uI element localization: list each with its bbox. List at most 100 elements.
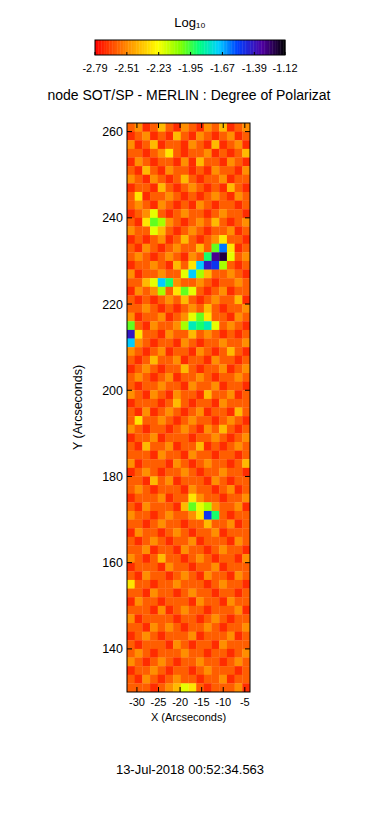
cell	[212, 614, 220, 623]
cell	[204, 563, 212, 572]
cell	[142, 589, 150, 598]
cell	[196, 218, 204, 227]
cell	[212, 356, 220, 365]
cell	[173, 666, 181, 675]
cell	[196, 649, 204, 658]
cell	[235, 339, 243, 348]
cell	[135, 382, 143, 391]
cell	[142, 175, 150, 184]
y-tick	[245, 562, 250, 563]
cell	[235, 597, 243, 606]
cell	[219, 347, 227, 356]
cell	[127, 390, 135, 399]
cell	[227, 597, 235, 606]
cell	[227, 321, 235, 330]
cell	[242, 632, 250, 641]
cell	[204, 201, 212, 210]
cell	[189, 528, 197, 537]
cell	[227, 140, 235, 149]
cell	[242, 166, 250, 175]
cell	[235, 683, 243, 692]
cell	[219, 433, 227, 442]
cell	[135, 235, 143, 244]
cell	[219, 511, 227, 520]
cell	[235, 278, 243, 287]
cell	[173, 606, 181, 615]
cell	[212, 252, 220, 261]
cell	[196, 373, 204, 382]
cell	[212, 244, 220, 253]
cell	[135, 209, 143, 218]
cell	[212, 485, 220, 494]
cell	[242, 261, 250, 270]
cell	[242, 304, 250, 313]
cell	[165, 244, 173, 253]
chart: Log₁₀-2.79-2.51-2.23-1.95-1.67-1.39-1.12…	[0, 0, 378, 816]
cell	[127, 364, 135, 373]
cell	[227, 390, 235, 399]
cell	[212, 183, 220, 192]
cell	[158, 123, 166, 132]
cell	[181, 244, 189, 253]
cell	[127, 132, 135, 141]
cell	[189, 666, 197, 675]
cell	[165, 511, 173, 520]
cell	[212, 140, 220, 149]
cell	[165, 252, 173, 261]
cell	[189, 218, 197, 227]
cell	[204, 270, 212, 279]
cell	[127, 399, 135, 408]
cell	[127, 166, 135, 175]
cell	[142, 192, 150, 201]
cell	[173, 235, 181, 244]
cell	[127, 675, 135, 684]
x-tick	[201, 687, 202, 692]
cell	[135, 494, 143, 503]
cell	[158, 614, 166, 623]
cell	[227, 183, 235, 192]
cell	[165, 226, 173, 235]
cell	[135, 545, 143, 554]
cell	[196, 606, 204, 615]
cell	[142, 235, 150, 244]
cell	[196, 209, 204, 218]
cell	[204, 140, 212, 149]
colorbar-tick-label: -1.95	[178, 62, 203, 74]
cell	[173, 364, 181, 373]
cell	[150, 408, 158, 417]
cell	[165, 580, 173, 589]
cell	[135, 157, 143, 166]
cell	[235, 313, 243, 322]
cell	[173, 545, 181, 554]
cell	[204, 287, 212, 296]
cell	[189, 183, 197, 192]
colorbar-tick	[285, 52, 286, 55]
cell	[142, 485, 150, 494]
cell	[127, 614, 135, 623]
cell	[135, 295, 143, 304]
cell	[150, 270, 158, 279]
cell	[165, 640, 173, 649]
cell	[189, 304, 197, 313]
cell	[219, 597, 227, 606]
cell	[181, 520, 189, 529]
cell	[219, 339, 227, 348]
cell	[227, 614, 235, 623]
cell	[173, 658, 181, 667]
cell	[158, 416, 166, 425]
cell	[165, 304, 173, 313]
cell	[142, 554, 150, 563]
cell	[150, 209, 158, 218]
cell	[196, 330, 204, 339]
title: node SOT/SP - MERLIN : Degree of Polariz…	[48, 87, 331, 103]
cell	[135, 597, 143, 606]
cell	[173, 649, 181, 658]
cell	[181, 468, 189, 477]
cell	[242, 520, 250, 529]
cell	[212, 649, 220, 658]
cell	[158, 545, 166, 554]
cell	[204, 261, 212, 270]
y-tick	[245, 648, 250, 649]
cell	[242, 244, 250, 253]
cell	[219, 520, 227, 529]
